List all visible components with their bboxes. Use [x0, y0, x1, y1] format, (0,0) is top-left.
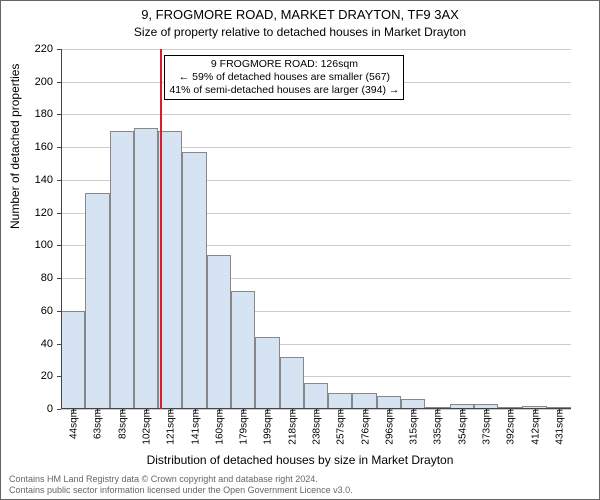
x-tick-label: 276sqm: [358, 409, 371, 445]
chart-container: 9, FROGMORE ROAD, MARKET DRAYTON, TF9 3A…: [0, 0, 600, 500]
x-tick-label: 218sqm: [285, 409, 298, 445]
x-axis-label: Distribution of detached houses by size …: [1, 453, 599, 467]
x-tick-label: 121sqm: [164, 409, 177, 445]
y-tick-label: 200: [35, 76, 61, 88]
histogram-bar: [207, 255, 231, 409]
x-tick-label: 238sqm: [310, 409, 323, 445]
y-tick-label: 0: [47, 403, 61, 415]
x-tick-label: 296sqm: [382, 409, 395, 445]
chart-title: 9, FROGMORE ROAD, MARKET DRAYTON, TF9 3A…: [1, 7, 599, 23]
chart-subtitle: Size of property relative to detached ho…: [1, 25, 599, 39]
annotation-line: ← 59% of detached houses are smaller (56…: [169, 71, 399, 84]
annotation-line: 41% of semi-detached houses are larger (…: [169, 84, 399, 97]
histogram-bar: [231, 291, 255, 409]
histogram-bar: [182, 152, 206, 409]
x-tick-label: 315sqm: [407, 409, 420, 445]
histogram-bar: [280, 357, 304, 409]
y-tick-label: 40: [41, 338, 61, 350]
x-tick-label: 354sqm: [455, 409, 468, 445]
y-tick-label: 180: [35, 108, 61, 120]
y-tick-label: 20: [41, 370, 61, 382]
histogram-bar: [352, 393, 376, 409]
y-tick-label: 100: [35, 239, 61, 251]
marker-line: [160, 49, 162, 409]
attribution-line2: Contains public sector information licen…: [9, 485, 353, 495]
x-tick-label: 373sqm: [480, 409, 493, 445]
x-tick-label: 141sqm: [188, 409, 201, 445]
annotation-box: 9 FROGMORE ROAD: 126sqm← 59% of detached…: [164, 55, 404, 100]
plot-area: 02040608010012014016018020022044sqm63sqm…: [61, 49, 571, 409]
x-tick-label: 392sqm: [504, 409, 517, 445]
histogram-bar: [255, 337, 279, 409]
y-tick-label: 220: [35, 43, 61, 55]
gridline: [61, 49, 571, 50]
histogram-bar: [304, 383, 328, 409]
x-tick-label: 44sqm: [67, 409, 80, 439]
y-axis-label: Number of detached properties: [8, 64, 22, 229]
y-tick-label: 120: [35, 207, 61, 219]
x-axis-line: [61, 408, 571, 409]
x-tick-label: 335sqm: [431, 409, 444, 445]
x-tick-label: 431sqm: [552, 409, 565, 445]
histogram-bar: [85, 193, 109, 409]
x-tick-label: 412sqm: [528, 409, 541, 445]
x-tick-label: 179sqm: [237, 409, 250, 445]
gridline: [61, 114, 571, 115]
y-axis-line: [61, 49, 62, 409]
y-tick-label: 80: [41, 272, 61, 284]
x-tick-label: 199sqm: [261, 409, 274, 445]
x-tick-label: 83sqm: [115, 409, 128, 439]
y-tick-label: 160: [35, 141, 61, 153]
plot-inner: 02040608010012014016018020022044sqm63sqm…: [61, 49, 571, 409]
histogram-bar: [328, 393, 352, 409]
y-tick-label: 140: [35, 174, 61, 186]
attribution: Contains HM Land Registry data © Crown c…: [9, 474, 353, 495]
histogram-bar: [134, 128, 158, 409]
x-tick-label: 102sqm: [140, 409, 153, 445]
attribution-line1: Contains HM Land Registry data © Crown c…: [9, 474, 353, 484]
histogram-bar: [110, 131, 134, 409]
x-tick-label: 63sqm: [91, 409, 104, 439]
x-tick-label: 257sqm: [334, 409, 347, 445]
histogram-bar: [61, 311, 85, 409]
annotation-line: 9 FROGMORE ROAD: 126sqm: [169, 58, 399, 71]
x-tick-label: 160sqm: [212, 409, 225, 445]
y-tick-label: 60: [41, 305, 61, 317]
